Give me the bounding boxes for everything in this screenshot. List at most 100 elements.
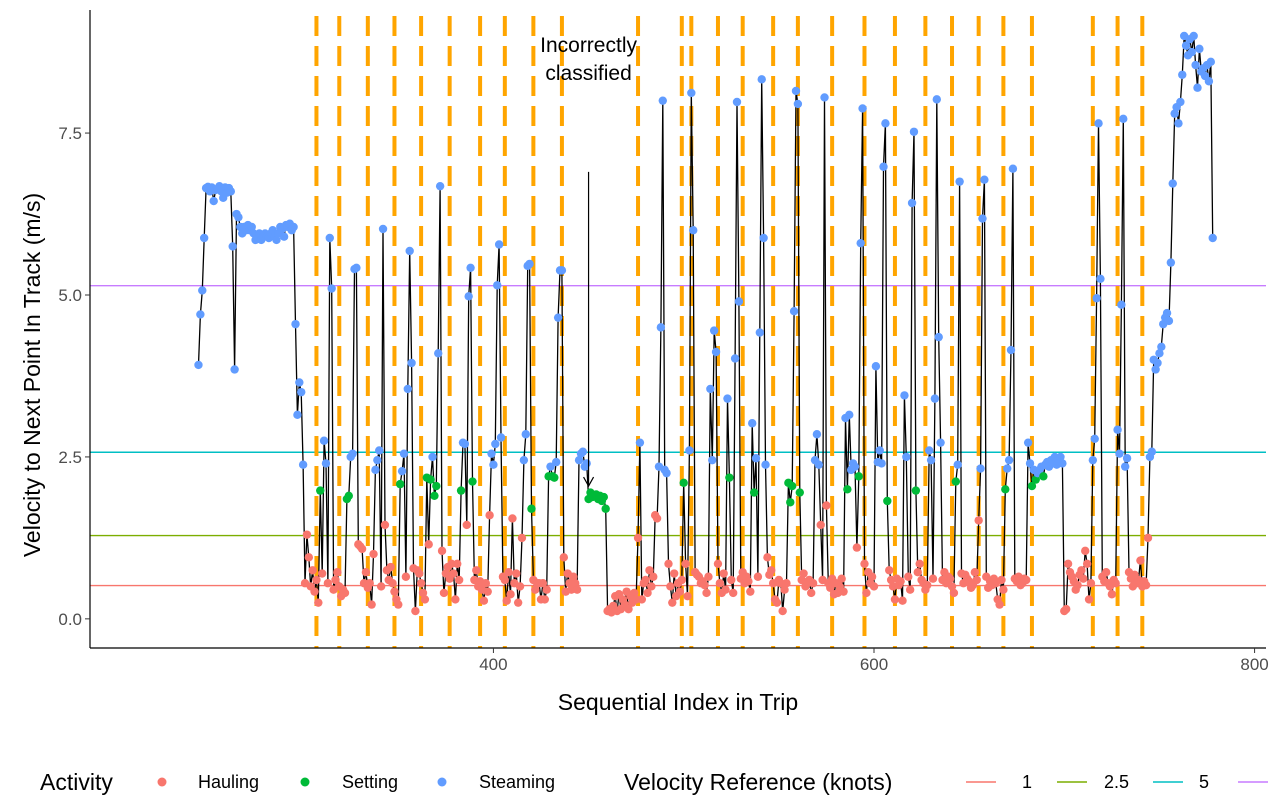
steaming-point [1168,179,1177,188]
hauling-point [867,572,877,581]
hauling-point [643,588,652,598]
legend: Activity Hauling Setting Steaming Veloci… [40,769,1268,795]
steaming-point [734,297,744,306]
steaming-point [521,430,530,439]
steaming-point [1003,464,1012,473]
hauling-point [479,596,489,605]
steaming-point [552,457,561,467]
steaming-point [1187,47,1196,57]
hauling-point [1079,574,1088,583]
hauling-point [995,600,1004,609]
steaming-point [399,449,409,458]
steaming-point [578,447,588,456]
hauling-point [420,595,430,604]
hauling-point [904,572,913,581]
hauling-point [302,530,312,539]
steaming-point [1147,447,1157,456]
hauling-point [451,595,460,604]
hauling-point [675,587,685,596]
hauling-point [839,587,848,596]
steaming-point [298,460,308,469]
hauling-point [1081,546,1090,556]
steaming-point [373,455,382,465]
steaming-point [582,459,591,468]
steaming-point [378,224,388,234]
hauling-point [780,585,789,594]
steaming-point [978,214,987,223]
setting-point [432,481,441,491]
hauling-point [649,572,658,581]
hauling-point [357,544,367,554]
hauling-point [365,579,374,588]
steaming-point [1006,345,1016,355]
hauling-point [715,579,725,588]
hauling-point [641,575,650,585]
hauling-point [483,587,492,596]
steaming-point [875,446,884,455]
hauling-point [947,582,957,591]
hauling-point [559,553,569,562]
hauling-point [333,568,342,577]
steaming-point [435,181,445,191]
steaming-point [194,360,203,370]
hauling-point [512,569,521,578]
hauling-point [753,572,763,581]
setting-point [430,491,439,500]
setting-point [679,478,688,488]
hauling-point [424,540,433,549]
track-line [197,35,1214,615]
steaming-point [489,460,498,469]
steaming-point [1094,119,1103,128]
hauling-point [799,569,808,578]
hauling-point [504,568,513,577]
hauling-point [416,579,426,588]
hauling-point [472,566,481,575]
x-axis-label: Sequential Index in Trip [558,689,798,715]
steaming-point [279,232,289,241]
steaming-point [494,240,504,249]
hauling-point [388,579,397,588]
hauling-point [826,583,835,592]
steaming-point [845,410,854,420]
steaming-point [557,266,567,275]
x-tick-label: 600 [860,655,888,674]
steaming-point [1174,119,1183,128]
hauling-point [945,574,955,583]
steaming-point [761,460,770,469]
steaming-point [926,455,936,465]
setting-point [316,486,325,495]
hauling-point [418,588,428,598]
y-tick-label: 5.0 [58,286,82,305]
y-axis-label: Velocity to Next Point In Track (m/s) [19,193,45,557]
steaming-point [936,438,945,447]
steaming-point [1056,452,1065,462]
steaming-point [902,452,911,462]
setting-point [795,488,804,497]
hauling-point [637,595,647,604]
steaming-point [1151,365,1160,374]
steaming-point [685,446,694,455]
hauling-point [772,598,782,607]
steaming-point [757,75,766,84]
steaming-point [708,455,717,465]
setting-point [787,481,797,491]
steaming-point [230,365,239,374]
hauling-point [905,585,915,594]
setting-point [749,488,759,497]
hauling-point [508,514,517,523]
hauling-point [502,596,511,605]
steaming-point [709,326,719,335]
steaming-point [791,86,801,96]
hauling-point [1082,559,1092,568]
steaming-point [955,177,964,186]
hauling-point [380,520,390,530]
hauling-point [1022,575,1031,585]
hauling-point [974,516,983,525]
hauling-point [1061,604,1071,614]
setting-point [456,486,466,495]
steaming-point [881,119,890,128]
steaming-point [519,455,529,465]
hauling-point [390,587,399,596]
hauling-point [569,572,578,581]
steaming-point [1157,342,1166,352]
